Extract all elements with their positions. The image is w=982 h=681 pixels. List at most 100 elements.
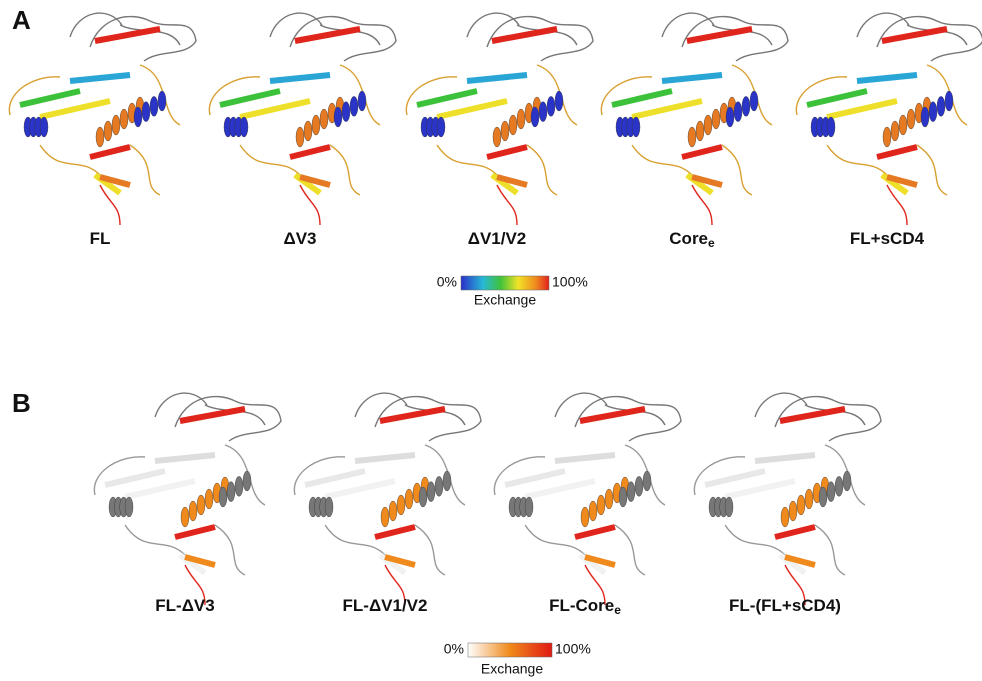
helix-turn [181, 507, 189, 527]
helix-turn [712, 109, 720, 129]
helix-turn [688, 127, 696, 147]
helix-turn [435, 476, 443, 496]
strand [662, 75, 722, 81]
helix-turn [797, 495, 805, 515]
strand [682, 147, 722, 157]
structure-subscript: e [614, 603, 621, 617]
protein-structure [406, 13, 593, 225]
helix-turn [704, 115, 712, 135]
structure-label: FL-Coree [549, 596, 621, 617]
colorbar-min: 0% [437, 274, 457, 290]
helix-turn [805, 489, 813, 509]
helix-turn [150, 96, 158, 116]
helix-turn [605, 489, 613, 509]
helix-turn [112, 115, 120, 135]
strand [95, 29, 160, 41]
helix-turn [320, 109, 328, 129]
helix-turn [937, 96, 945, 116]
loop [755, 393, 865, 425]
strand [295, 29, 360, 41]
strand [725, 481, 795, 497]
strand [467, 75, 527, 81]
protein-structure [94, 393, 281, 605]
helix-turn [205, 489, 213, 509]
loop [857, 13, 967, 45]
strand [882, 29, 947, 41]
structure-label: FL-ΔV1/V2 [343, 596, 428, 615]
helix-turn [597, 495, 605, 515]
helix-turn [240, 117, 248, 137]
helix-turn [104, 121, 112, 141]
helix-turn [40, 117, 48, 137]
protein-structure [209, 13, 396, 225]
protein-structure [694, 393, 881, 605]
helix-turn [734, 102, 742, 122]
helix-turn [632, 117, 640, 137]
helix-turn [627, 482, 635, 502]
structure-label: FL [90, 229, 111, 248]
helix-turn [883, 127, 891, 147]
structure-label: ΔV3 [283, 229, 316, 248]
strand [240, 101, 310, 117]
helix-turn [405, 489, 413, 509]
strand [220, 91, 280, 105]
strand [437, 101, 507, 117]
helix-turn [750, 91, 758, 111]
strand [612, 91, 672, 105]
helix-turn [235, 476, 243, 496]
strand [380, 409, 445, 421]
helix-turn [509, 115, 517, 135]
loop [155, 393, 265, 425]
helix-turn [304, 121, 312, 141]
strand [270, 75, 330, 81]
strand [20, 91, 80, 105]
protein-structure [9, 13, 196, 225]
strand [575, 527, 615, 537]
helix-turn [725, 497, 733, 517]
strand [105, 471, 165, 485]
helix-turn [643, 471, 651, 491]
helix-turn [419, 487, 427, 507]
helix-turn [501, 121, 509, 141]
strand [827, 101, 897, 117]
helix-turn [120, 109, 128, 129]
helix-turn [539, 102, 547, 122]
protein-structure [796, 13, 982, 225]
helix-turn [635, 476, 643, 496]
helix-turn [197, 495, 205, 515]
helix-turn [742, 96, 750, 116]
strand [70, 75, 130, 81]
structure-name: FL-ΔV1/V2 [343, 596, 428, 615]
structure-name: FL-(FL+sCD4) [729, 596, 841, 615]
helix-turn [134, 107, 142, 127]
colorbar-title: Exchange [474, 292, 536, 308]
helix-turn [835, 476, 843, 496]
strand [487, 147, 527, 157]
helix-turn [158, 91, 166, 111]
colorbar [461, 276, 549, 290]
strand [857, 75, 917, 81]
loop [270, 13, 380, 45]
helix-turn [891, 121, 899, 141]
helix-turn [243, 471, 251, 491]
protein-structure [494, 393, 681, 605]
helix-turn [437, 117, 445, 137]
helix-turn [350, 96, 358, 116]
helix-turn [843, 471, 851, 491]
panel-label: B [12, 388, 31, 418]
strand [417, 91, 477, 105]
helix-turn [581, 507, 589, 527]
loop [70, 13, 180, 45]
strand [775, 527, 815, 537]
strand [877, 147, 917, 157]
strand [125, 481, 195, 497]
structure-label: ΔV1/V2 [468, 229, 527, 248]
helix-turn [389, 501, 397, 521]
structure-subscript: e [708, 236, 715, 250]
strand [687, 29, 752, 41]
structure-name: FL+sCD4 [850, 229, 925, 248]
helix-turn [525, 497, 533, 517]
strand [492, 29, 557, 41]
strand [305, 471, 365, 485]
helix-turn [358, 91, 366, 111]
